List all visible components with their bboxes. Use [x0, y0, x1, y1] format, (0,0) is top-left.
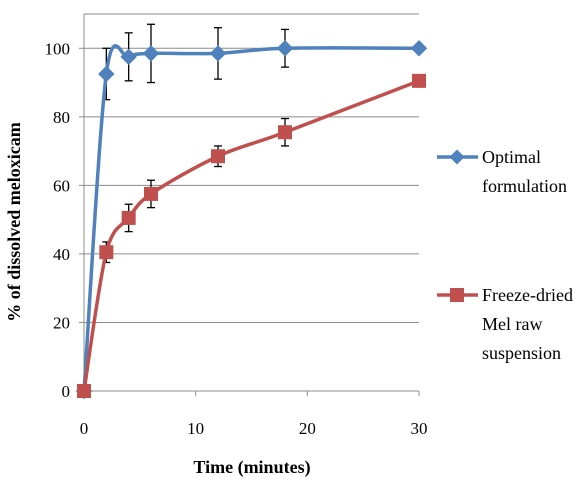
legend-label-1-0: Freeze-dried [482, 285, 573, 305]
marker-diamond-4 [209, 45, 227, 62]
gridlines [84, 13, 419, 323]
marker-square-6 [412, 73, 426, 88]
marker-square-0 [77, 384, 91, 398]
axes [79, 14, 420, 396]
legend-marker-square [450, 288, 464, 302]
marker-square-1 [99, 245, 114, 260]
legend-label-1-1: Mel raw [482, 314, 542, 334]
marker-diamond-3 [142, 45, 160, 62]
x-tick-label-10: 10 [187, 419, 204, 438]
y-tick-label-20: 20 [53, 313, 70, 332]
y-tick-label-0: 0 [62, 382, 71, 401]
marker-square-3 [144, 186, 158, 201]
marker-diamond-2 [120, 48, 137, 66]
series-markers [75, 40, 428, 400]
y-tick-label-40: 40 [53, 245, 70, 264]
legend-label-1-2: suspension [482, 343, 561, 363]
marker-square-2 [121, 210, 136, 225]
y-axis-title: % of dissolved meloxicam [4, 122, 24, 322]
x-tick-label-0: 0 [80, 419, 89, 438]
legend-label-0-1: formulation [482, 176, 567, 196]
legend-marker-diamond [449, 149, 465, 165]
marker-diamond-5 [276, 40, 294, 57]
x-axis-title: Time (minutes) [193, 457, 310, 478]
y-tick-label-80: 80 [53, 108, 70, 127]
marker-square-4 [211, 149, 225, 164]
y-tick-label-60: 60 [53, 176, 70, 195]
marker-diamond-6 [410, 40, 428, 57]
marker-diamond-1 [98, 65, 115, 83]
tick-labels: 0 20 40 60 80 100 0 10 20 30 [45, 39, 428, 438]
legend-label-0-0: Optimal [482, 147, 541, 167]
marker-square-5 [278, 125, 292, 140]
series-line-1 [82, 79, 420, 392]
y-tick-label-100: 100 [45, 39, 71, 58]
legend: Optimal formulation Freeze-dried Mel raw sus… [437, 147, 573, 363]
x-tick-label-20: 20 [299, 419, 316, 438]
x-tick-label-30: 30 [411, 419, 428, 438]
